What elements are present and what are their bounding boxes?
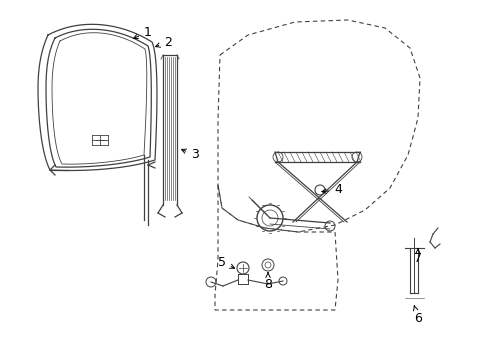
Text: 6: 6 <box>413 306 421 324</box>
Text: 4: 4 <box>321 184 341 197</box>
Text: 7: 7 <box>413 249 421 265</box>
Text: 2: 2 <box>155 36 172 49</box>
Text: 3: 3 <box>181 148 199 162</box>
Text: 5: 5 <box>218 256 234 269</box>
Text: 1: 1 <box>133 26 152 39</box>
Text: 8: 8 <box>264 273 271 292</box>
